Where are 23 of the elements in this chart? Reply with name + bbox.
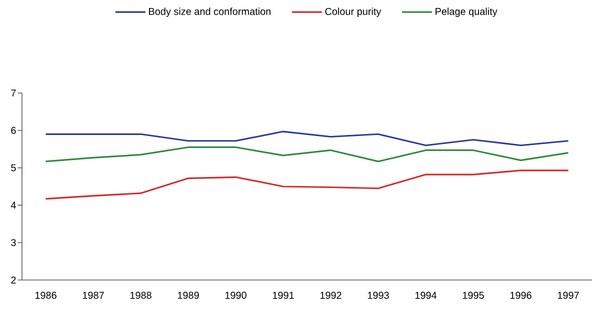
x-tick-label: 1989 xyxy=(178,292,199,299)
y-tick-label: 7 xyxy=(11,90,16,96)
y-tick-label: 2 xyxy=(11,276,16,284)
y-tick-label: 3 xyxy=(11,239,16,246)
x-tick-label: 1987 xyxy=(82,292,104,299)
x-tick-label: 1992 xyxy=(320,292,342,299)
legend-label: Pelage quality xyxy=(436,8,498,17)
x-tick-label: 1997 xyxy=(558,292,579,299)
x-tick-label: 1988 xyxy=(130,292,152,299)
line-series xyxy=(44,170,570,200)
x-tick-label: 1994 xyxy=(415,292,437,299)
y-tick-label: 6 xyxy=(11,126,16,134)
legend-label: Colour purity xyxy=(325,8,382,17)
y-tick-label: 4 xyxy=(10,202,16,209)
x-tick-label: 1996 xyxy=(510,292,532,299)
x-tick-label: 1991 xyxy=(272,292,294,299)
x-tick-label: 1986 xyxy=(35,292,56,299)
legend-label: Body size and conformation xyxy=(149,8,270,17)
x-tick-label: 1995 xyxy=(462,292,484,299)
line-series xyxy=(44,146,570,162)
y-tick-label: 5 xyxy=(11,164,16,172)
x-tick-label: 1990 xyxy=(225,292,246,299)
x-tick-label: 1993 xyxy=(368,292,389,299)
